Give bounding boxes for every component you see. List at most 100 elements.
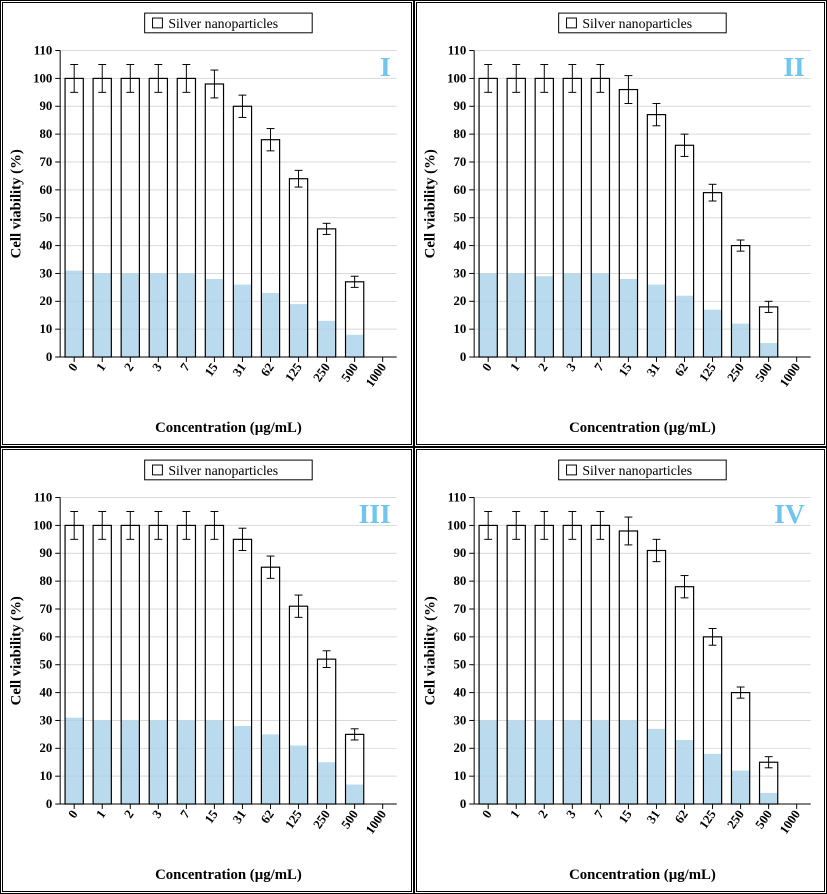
x-tick-label: 500: [339, 361, 361, 385]
panel-I: 0102030405060708090100110012371531621252…: [0, 0, 414, 447]
x-tick-label: 125: [696, 361, 718, 385]
bar-shadow: [507, 720, 525, 804]
figure-grid: 0102030405060708090100110012371531621252…: [0, 0, 827, 894]
y-tick-label: 60: [39, 630, 52, 644]
y-tick-label: 110: [34, 490, 53, 504]
bar-shadow: [535, 276, 553, 357]
y-axis-title: Cell viability (%): [9, 596, 25, 705]
x-tick-label: 250: [724, 361, 746, 385]
y-tick-label: 50: [39, 211, 52, 225]
y-tick-label: 10: [453, 769, 466, 783]
bar-shadow: [563, 273, 581, 357]
panel-II: 0102030405060708090100110012371531621252…: [414, 0, 827, 447]
chart-I: 0102030405060708090100110012371531621252…: [3, 3, 411, 444]
legend-swatch: [566, 18, 576, 28]
legend-label: Silver nanoparticles: [168, 463, 278, 478]
x-tick-label: 7: [178, 807, 193, 821]
y-tick-label: 80: [453, 574, 466, 588]
bar-shadow: [591, 273, 609, 357]
y-tick-label: 60: [453, 183, 466, 197]
x-tick-label: 1: [507, 361, 522, 374]
bar-shadow: [647, 285, 665, 357]
x-tick-label: 0: [65, 808, 80, 821]
y-tick-label: 100: [447, 71, 466, 85]
bar-shadow: [346, 335, 364, 357]
bar-shadow: [93, 273, 111, 357]
panel-III: 0102030405060708090100110012371531621252…: [0, 447, 414, 894]
x-tick-label: 125: [696, 808, 718, 832]
x-tick-label: 500: [752, 361, 774, 385]
x-tick-label: 500: [339, 808, 361, 832]
y-tick-label: 0: [46, 797, 52, 811]
y-tick-label: 70: [453, 602, 466, 616]
bar-shadow: [177, 720, 195, 804]
bar-shadow: [205, 279, 223, 357]
y-tick-label: 40: [39, 239, 52, 253]
x-tick-label: 15: [202, 361, 221, 380]
legend-label: Silver nanoparticles: [582, 16, 692, 31]
x-tick-label: 0: [479, 808, 494, 821]
bar-shadow: [261, 734, 279, 804]
x-tick-label: 500: [752, 808, 774, 832]
y-tick-label: 10: [453, 322, 466, 336]
y-tick-label: 20: [39, 741, 52, 755]
x-tick-label: 62: [672, 361, 691, 380]
x-tick-label: 125: [282, 361, 304, 385]
bar-shadow: [619, 720, 637, 804]
y-tick-label: 110: [447, 490, 466, 504]
x-tick-label: 31: [230, 808, 249, 827]
y-tick-label: 50: [453, 658, 466, 672]
y-tick-label: 20: [453, 741, 466, 755]
chart-IV: 0102030405060708090100110012371531621252…: [417, 450, 825, 891]
y-tick-label: 30: [453, 266, 466, 280]
x-tick-label: 7: [591, 807, 606, 821]
bar-shadow: [675, 296, 693, 357]
bar-shadow: [289, 746, 307, 805]
y-tick-label: 90: [453, 99, 466, 113]
bar-shadow: [507, 273, 525, 357]
bar-shadow: [591, 720, 609, 804]
y-tick-label: 60: [453, 630, 466, 644]
bar-shadow: [121, 273, 139, 357]
bar-shadow: [93, 720, 111, 804]
bar-shadow: [205, 720, 223, 804]
bar-shadow: [65, 271, 83, 357]
x-tick-label: 1000: [776, 361, 802, 390]
y-tick-label: 30: [39, 266, 52, 280]
y-tick-label: 80: [453, 127, 466, 141]
bar-shadow: [177, 273, 195, 357]
x-tick-label: 3: [563, 808, 578, 821]
x-tick-label: 3: [150, 808, 165, 821]
x-tick-label: 3: [563, 361, 578, 374]
x-tick-label: 15: [202, 808, 221, 827]
y-tick-label: 40: [453, 686, 466, 700]
x-tick-label: 7: [178, 360, 193, 374]
bar-shadow: [703, 754, 721, 804]
y-tick-label: 80: [39, 127, 52, 141]
bar-shadow: [619, 279, 637, 357]
y-tick-label: 0: [46, 350, 52, 364]
y-tick-label: 50: [453, 211, 466, 225]
bar-shadow: [731, 771, 749, 804]
x-tick-label: 250: [311, 361, 333, 385]
x-tick-label: 1000: [363, 361, 389, 390]
y-tick-label: 90: [39, 546, 52, 560]
legend-label: Silver nanoparticles: [582, 463, 692, 478]
y-tick-label: 10: [39, 769, 52, 783]
y-tick-label: 110: [34, 43, 53, 57]
legend-swatch: [566, 465, 576, 475]
bar-shadow: [289, 304, 307, 357]
panel-label: III: [359, 498, 391, 529]
y-tick-label: 60: [39, 183, 52, 197]
x-tick-label: 62: [258, 808, 277, 827]
x-tick-label: 31: [644, 361, 663, 380]
panel-label: II: [783, 51, 804, 82]
bar-shadow: [261, 293, 279, 357]
x-axis-title: Concentration (µg/mL): [569, 867, 716, 883]
bar-shadow: [731, 324, 749, 357]
bar-shadow: [149, 273, 167, 357]
chart-III: 0102030405060708090100110012371531621252…: [3, 450, 411, 891]
x-tick-label: 1: [93, 361, 108, 374]
y-tick-label: 70: [453, 155, 466, 169]
y-tick-label: 100: [33, 518, 52, 532]
